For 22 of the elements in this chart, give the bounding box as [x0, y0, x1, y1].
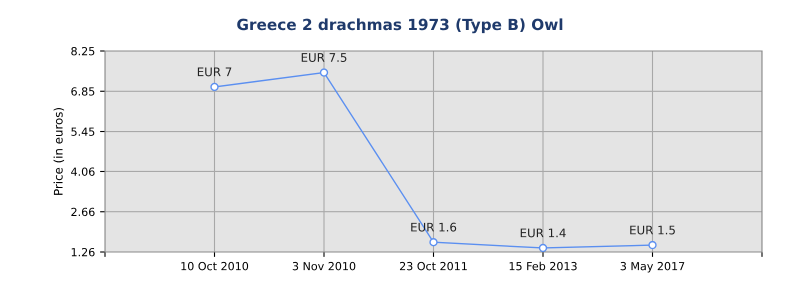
- y-tick-label: 5.45: [71, 128, 94, 136]
- y-tick-label: 4.06: [71, 167, 95, 176]
- data-label: EUR 1.5: [630, 226, 675, 234]
- point: [648, 240, 657, 250]
- y-tick-label: 1.26: [72, 248, 95, 256]
- point: [538, 244, 548, 252]
- x-tick-label: 10 Oct 2010: [181, 262, 248, 270]
- y-axis-title: Price (in euros): [54, 108, 64, 195]
- y-tick-label: 2.66: [71, 208, 95, 216]
- point: [429, 238, 438, 246]
- data-label: EUR 7: [198, 68, 232, 76]
- data-label: EUR 1.4: [520, 228, 566, 238]
- chart-title: Greece 2 drachmas 1973 (Type B) Owl: [237, 18, 562, 34]
- y-tick-label: 8.25: [71, 46, 94, 56]
- x-tick-label: 15 Feb 2013: [510, 262, 577, 270]
- x-tick-label: 23 Oct 2011: [400, 262, 467, 270]
- x-tick-label: 3 Nov 2010: [292, 262, 356, 270]
- point: [210, 82, 219, 92]
- data-label: EUR 7.5: [302, 53, 346, 62]
- x-tick-label: 3 May 2017: [620, 262, 684, 272]
- y-tick-label: 6.85: [71, 87, 94, 96]
- point: [320, 68, 328, 77]
